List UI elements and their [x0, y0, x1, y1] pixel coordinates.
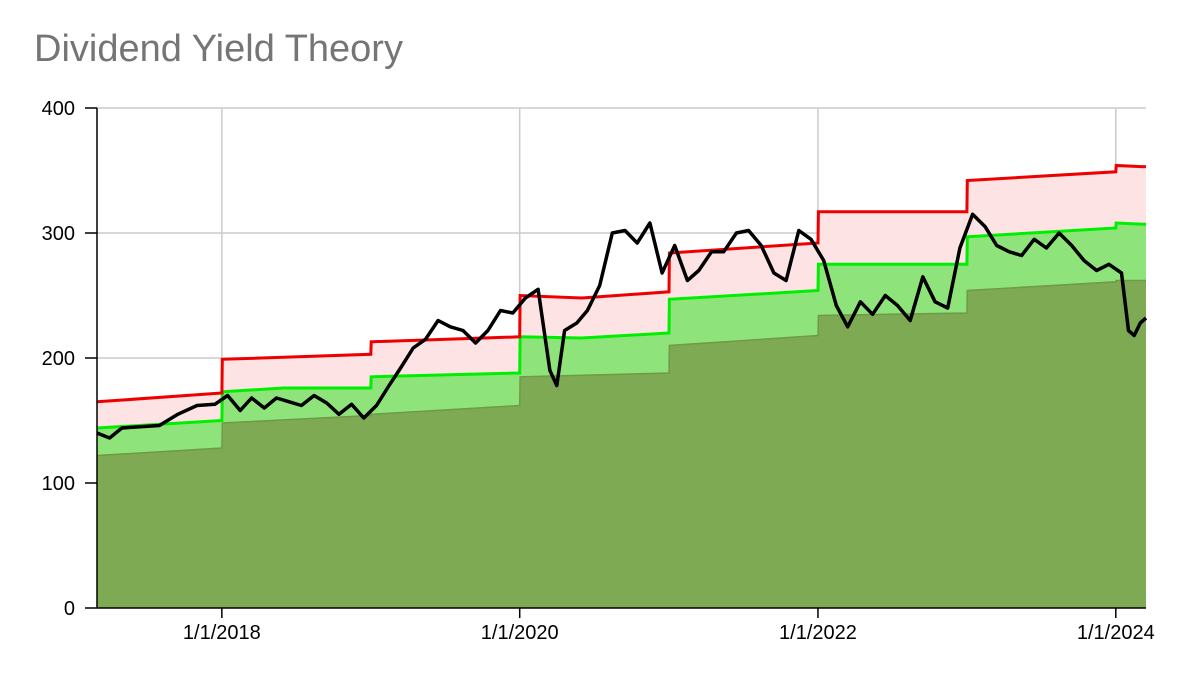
series-lines [96, 163, 1148, 457]
middle-band-fill [97, 223, 1146, 456]
y-tick-label: 100 [42, 473, 75, 495]
lower-band-line [96, 279, 1146, 457]
band-areas [97, 165, 1146, 608]
middle-band-line [96, 221, 1147, 430]
price-line [96, 212, 1148, 440]
x-tick-label: 1/1/2020 [481, 622, 559, 644]
tick-labels: 0 100 200 300 400 1/1/2018 1/1/2020 1/1/2022 1/1… [42, 98, 1155, 644]
y-tick-label: 400 [42, 98, 75, 120]
lower-band-fill [97, 280, 1146, 608]
y-tick-label: 0 [64, 598, 75, 620]
upper-band-fill [97, 165, 1146, 428]
upper-band-line [96, 163, 1147, 404]
x-tick-label: 1/1/2018 [183, 622, 261, 644]
x-tick-label: 1/1/2024 [1077, 622, 1155, 644]
axes [85, 107, 1146, 618]
chart-title: Dividend Yield Theory [34, 28, 403, 70]
x-tick-label: 1/1/2022 [779, 622, 857, 644]
y-tick-label: 200 [42, 348, 75, 370]
y-tick-label: 300 [42, 223, 75, 245]
